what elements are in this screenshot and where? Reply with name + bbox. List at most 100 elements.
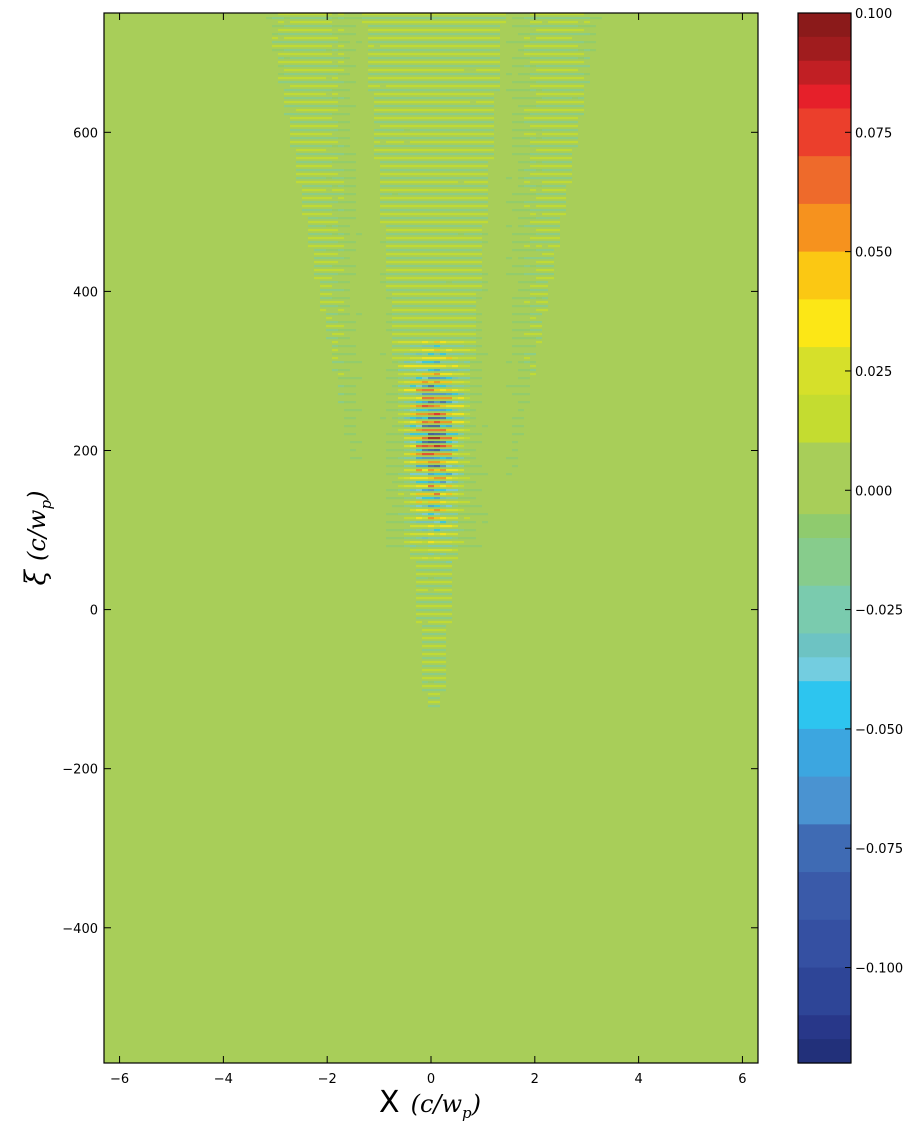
field-cell — [476, 73, 482, 76]
field-cell — [428, 301, 434, 304]
field-cell — [386, 237, 392, 240]
field-cell — [410, 281, 416, 284]
field-cell — [350, 361, 356, 364]
field-cell — [476, 37, 482, 40]
field-cell — [422, 33, 428, 36]
field-cell — [404, 517, 410, 520]
field-cell — [374, 113, 380, 116]
field-cell — [410, 237, 416, 240]
field-cell — [554, 125, 560, 128]
field-cell — [464, 481, 470, 484]
field-cell — [302, 181, 308, 184]
field-cell — [476, 137, 482, 140]
field-cell — [416, 177, 422, 180]
field-cell — [524, 129, 530, 132]
field-cell — [542, 289, 548, 292]
field-cell — [524, 273, 530, 276]
field-cell — [416, 377, 422, 380]
field-cell — [548, 101, 554, 104]
field-cell — [434, 285, 440, 288]
field-cell — [446, 489, 452, 492]
field-cell — [428, 341, 434, 344]
field-cell — [326, 49, 332, 52]
field-cell — [278, 29, 284, 32]
field-cell — [560, 113, 566, 116]
field-cell — [428, 245, 434, 248]
field-cell — [428, 613, 434, 616]
field-cell — [434, 349, 440, 352]
field-cell — [440, 421, 446, 424]
field-cell — [470, 257, 476, 260]
field-cell — [452, 541, 458, 544]
field-cell — [464, 477, 470, 480]
field-cell — [476, 53, 482, 56]
field-cell — [386, 177, 392, 180]
field-cell — [458, 489, 464, 492]
field-cell — [314, 253, 320, 256]
field-cell — [434, 417, 440, 420]
field-cell — [392, 241, 398, 244]
field-cell — [536, 73, 542, 76]
field-cell — [404, 81, 410, 84]
field-cell — [332, 17, 338, 20]
field-cell — [398, 289, 404, 292]
field-cell — [428, 685, 434, 688]
field-cell — [416, 29, 422, 32]
field-cell — [422, 509, 428, 512]
field-cell — [542, 153, 548, 156]
field-cell — [542, 309, 548, 312]
field-cell — [542, 169, 548, 172]
field-cell — [428, 349, 434, 352]
field-cell — [446, 209, 452, 212]
field-cell — [278, 73, 284, 76]
field-cell — [398, 401, 404, 404]
field-cell — [404, 465, 410, 468]
field-cell — [482, 281, 488, 284]
field-cell — [314, 165, 320, 168]
field-cell — [572, 65, 578, 68]
field-cell — [530, 293, 536, 296]
field-cell — [452, 161, 458, 164]
field-cell — [302, 101, 308, 104]
field-cell — [428, 281, 434, 284]
field-cell — [452, 205, 458, 208]
field-cell — [440, 645, 446, 648]
field-cell — [410, 389, 416, 392]
field-cell — [302, 77, 308, 80]
field-cell — [434, 249, 440, 252]
field-cell — [542, 137, 548, 140]
field-cell — [464, 409, 470, 412]
field-cell — [392, 137, 398, 140]
field-cell — [440, 301, 446, 304]
field-cell — [434, 653, 440, 656]
field-cell — [434, 369, 440, 372]
field-cell — [572, 93, 578, 96]
field-cell — [320, 285, 326, 288]
field-cell — [440, 517, 446, 520]
field-cell — [392, 329, 398, 332]
field-cell — [494, 77, 500, 80]
field-cell — [452, 217, 458, 220]
field-cell — [518, 369, 524, 372]
field-cell — [404, 537, 410, 540]
field-cell — [404, 41, 410, 44]
field-cell — [386, 473, 392, 476]
field-cell — [512, 17, 518, 20]
field-cell — [410, 373, 416, 376]
field-cell — [308, 29, 314, 32]
field-cell — [320, 33, 326, 36]
field-cell — [440, 249, 446, 252]
field-cell — [476, 401, 482, 404]
field-cell — [452, 157, 458, 160]
field-cell — [446, 525, 452, 528]
field-cell — [416, 13, 422, 16]
field-cell — [326, 73, 332, 76]
field-cell — [428, 465, 434, 468]
field-cell — [434, 609, 440, 612]
field-cell — [446, 617, 452, 620]
field-cell — [398, 125, 404, 128]
field-cell — [446, 273, 452, 276]
field-cell — [434, 529, 440, 532]
field-cell — [560, 185, 566, 188]
field-cell — [422, 297, 428, 300]
